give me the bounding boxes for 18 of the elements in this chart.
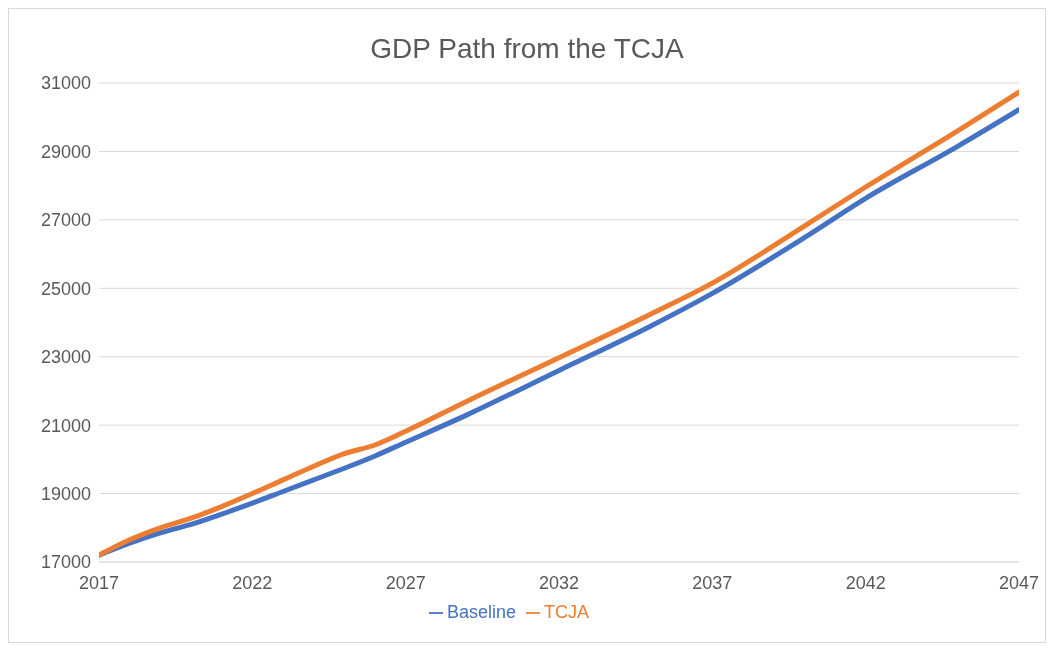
legend-label: Baseline — [446, 602, 517, 622]
x-tick-label: 2017 — [78, 572, 120, 593]
legend-label: TCJA — [544, 602, 590, 622]
y-tick-label: 31000 — [40, 73, 91, 94]
y-tick-label: 25000 — [40, 278, 91, 299]
y-tick-label: 21000 — [40, 415, 91, 436]
x-tick-label: 2042 — [845, 572, 886, 593]
x-tick-label: 2022 — [232, 572, 273, 593]
y-tick-label: 23000 — [40, 347, 91, 368]
y-tick-label: 19000 — [40, 483, 91, 504]
x-tick-label: 2037 — [692, 572, 733, 593]
y-tick-label: 27000 — [40, 210, 91, 231]
y-tick-label: 17000 — [40, 552, 91, 573]
x-tick-label: 2047 — [998, 572, 1040, 593]
chart-title: GDP Path from the TCJA — [369, 33, 685, 66]
x-tick-label: 2032 — [538, 572, 580, 593]
y-tick-label: 29000 — [40, 141, 91, 162]
x-tick-label: 2027 — [385, 572, 426, 593]
